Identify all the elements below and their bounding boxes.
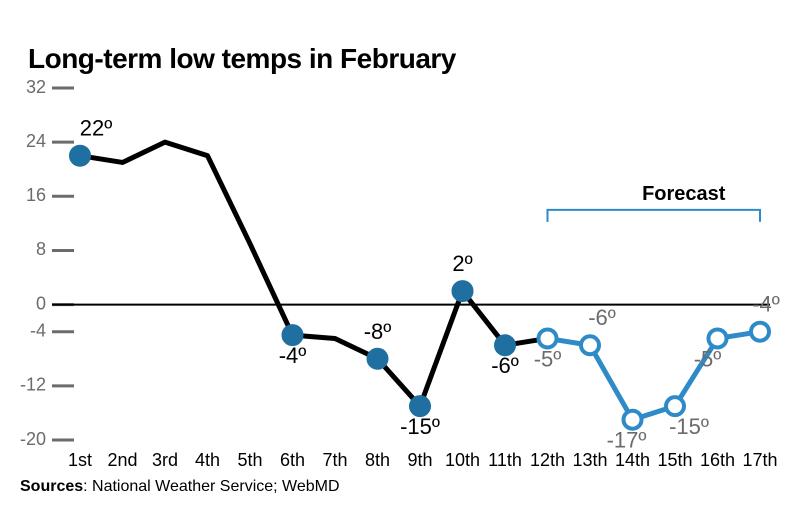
data-marker (666, 397, 684, 415)
data-label: -15º (669, 414, 709, 439)
sources-line: Sources: National Weather Service; WebMD (20, 478, 340, 496)
data-label: -4º (279, 343, 307, 368)
data-label: -6º (491, 353, 519, 378)
forecast-bracket (548, 210, 761, 222)
x-tick-label: 1st (68, 450, 92, 470)
x-tick-label: 5th (237, 450, 262, 470)
y-tick-label: 0 (36, 293, 46, 313)
data-marker (71, 147, 89, 165)
y-tick-label: 16 (26, 185, 46, 205)
y-tick-label: -12 (20, 375, 46, 395)
x-tick-label: 6th (280, 450, 305, 470)
x-tick-label: 15th (657, 450, 692, 470)
data-label: -5º (534, 346, 562, 371)
data-label: 22º (80, 116, 113, 141)
x-tick-label: 14th (615, 450, 650, 470)
y-tick-label: 24 (26, 131, 46, 151)
x-tick-label: 13th (572, 450, 607, 470)
x-tick-label: 16th (700, 450, 735, 470)
x-tick-label: 12th (530, 450, 565, 470)
data-label: -6º (588, 305, 616, 330)
data-marker (411, 397, 429, 415)
temps-chart: -20 -12 -4 0 8 16 24 32 Forecast 22º -4º -8º -15º 2… (0, 0, 797, 520)
data-label: -17º (607, 428, 647, 453)
data-label: -15º (400, 414, 440, 439)
data-label: -4º (752, 292, 780, 317)
x-tick-label: 8th (365, 450, 390, 470)
data-marker (581, 336, 599, 354)
x-tick-label: 3rd (152, 450, 178, 470)
data-label: -8º (364, 319, 392, 344)
data-marker (751, 323, 769, 341)
y-tick-label: 8 (36, 239, 46, 259)
forecast-label: Forecast (642, 183, 726, 205)
x-tick-label: 2nd (107, 450, 137, 470)
sources-label: Sources (20, 478, 83, 495)
data-marker (709, 329, 727, 347)
data-marker (369, 350, 387, 368)
x-tick-label: 11th (488, 450, 522, 470)
data-label: -5º (694, 346, 722, 371)
x-tick-label: 4th (195, 450, 220, 470)
data-label: 2º (452, 251, 472, 276)
y-tick-label: -4 (30, 320, 46, 340)
sources-text: National Weather Service; WebMD (92, 478, 340, 495)
x-tick-label: 17th (742, 450, 777, 470)
y-tick-label: 32 (26, 77, 46, 97)
x-tick-label: 9th (407, 450, 432, 470)
x-tick-label: 7th (322, 450, 347, 470)
y-tick-label: -20 (20, 429, 46, 449)
data-marker (454, 282, 472, 300)
data-marker (284, 326, 302, 344)
data-marker (496, 336, 514, 354)
data-marker (539, 329, 557, 347)
x-tick-label: 10th (445, 450, 480, 470)
data-marker (624, 411, 642, 429)
